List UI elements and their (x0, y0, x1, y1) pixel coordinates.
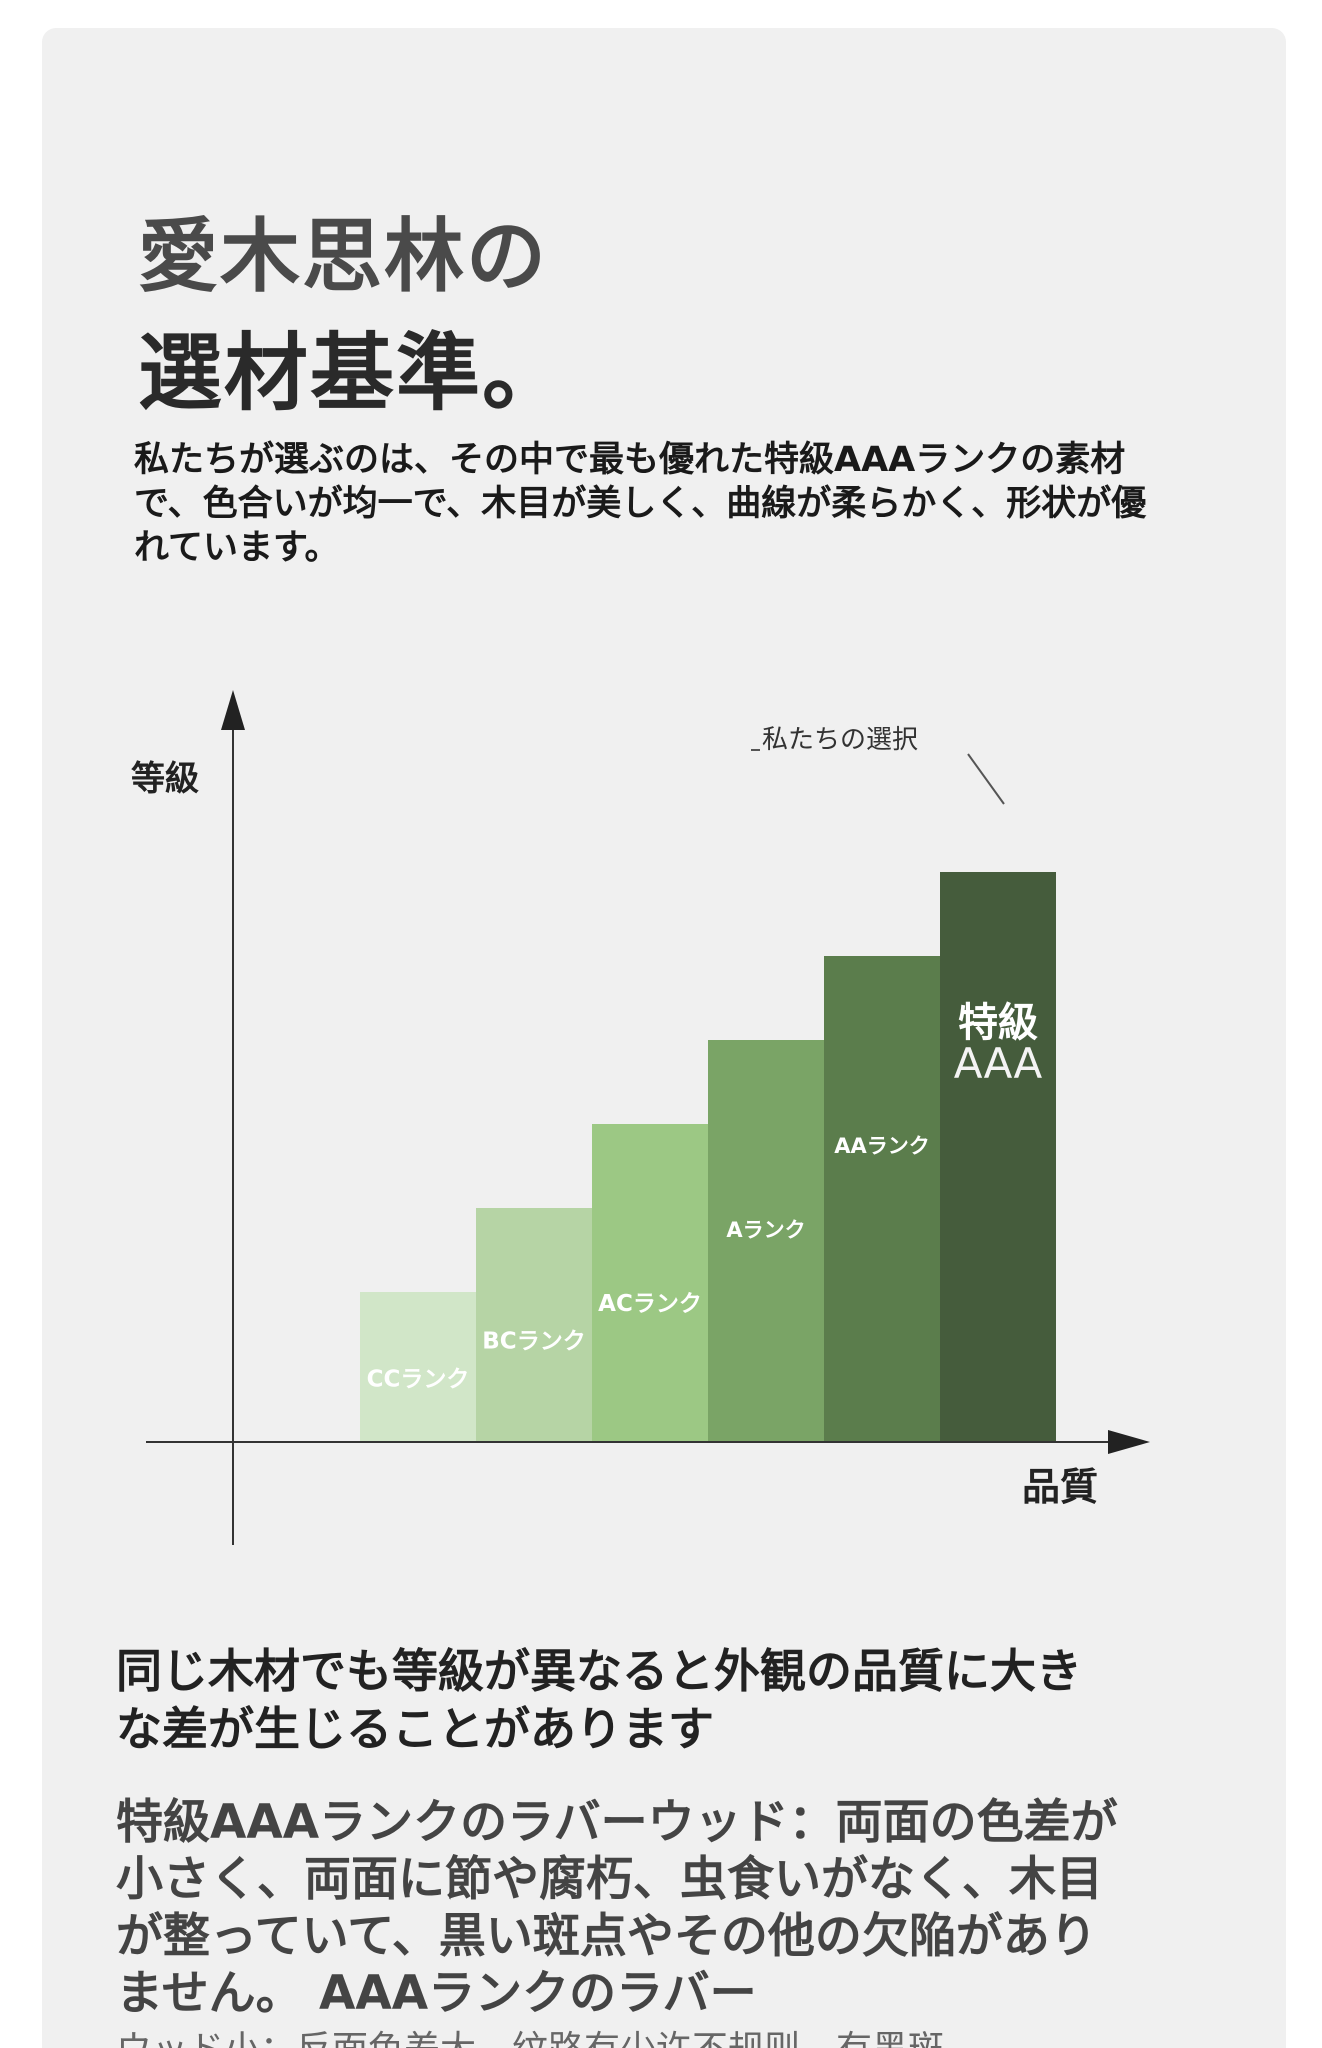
title-line-2: 選材基準。 (138, 324, 569, 422)
intro-text: 私たちが選ぶのは、その中で最も優れた特級AAAランクの素材で、色合いが均一で、木… (134, 440, 1147, 568)
section-heading: 同じ木材でも等級が異なると外観の品質に大きな差が生じることがあります (116, 1644, 1082, 1756)
section-overflow-text: ウッド小：反面色差大，纹路有少许不规则，有黑斑 (116, 2028, 1216, 2048)
bar-label-6-line2: AAA (954, 1039, 1043, 1088)
x-axis-label: 品質 (1022, 1465, 1098, 1509)
bar-label-1: CCランク (367, 1367, 470, 1393)
bar-label-6-line1: 特級 (958, 1000, 1038, 1046)
bar-4 (708, 1040, 824, 1442)
bar-label-5: AAランク (834, 1134, 930, 1158)
bar-2 (476, 1208, 592, 1442)
title-line-1: 愛木思林の (138, 210, 548, 303)
bar-label-3: ACランク (598, 1291, 702, 1317)
annotation-leader (967, 753, 1005, 805)
annotation-text: 私たちの選択 (762, 725, 918, 755)
content-card (42, 28, 1286, 2048)
bar-6 (940, 872, 1056, 1442)
bar-5 (824, 956, 940, 1442)
bar-label-2: BCランク (482, 1329, 585, 1355)
grade-chart: CCランク BCランク ACランク Aランク AAランク 特級AAA 等級 品質 私たちの… (131, 690, 1150, 1545)
bar-label-4: Aランク (726, 1218, 805, 1242)
y-axis-label: 等級 (131, 759, 199, 799)
y-axis-arrow (221, 690, 245, 730)
bar-3 (592, 1124, 708, 1442)
section-body: 特級AAAランクのラバーウッド：両面の色差が小さく、両面に節や腐朽、虫食いがなく… (116, 1795, 1118, 2021)
bar-1 (360, 1292, 476, 1442)
bars-group: CCランク BCランク ACランク Aランク AAランク 特級AAA (360, 872, 1056, 1442)
x-axis-arrow (1108, 1430, 1150, 1454)
